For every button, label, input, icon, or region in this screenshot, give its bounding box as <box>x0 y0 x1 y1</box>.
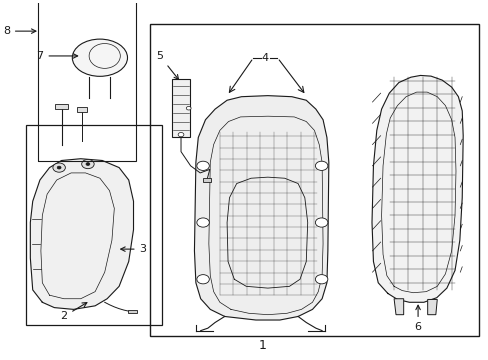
Circle shape <box>57 166 61 169</box>
Bar <box>38 0 136 161</box>
Polygon shape <box>30 159 133 309</box>
Polygon shape <box>427 300 436 315</box>
Bar <box>150 24 478 336</box>
Polygon shape <box>194 96 328 320</box>
Bar <box>172 79 190 138</box>
Bar <box>25 125 162 325</box>
Text: 1: 1 <box>259 339 266 352</box>
Text: 4: 4 <box>262 53 268 63</box>
Text: 5: 5 <box>156 51 178 80</box>
Ellipse shape <box>72 39 127 76</box>
Circle shape <box>178 132 183 137</box>
Polygon shape <box>393 299 403 315</box>
Bar <box>77 107 87 112</box>
Text: 8: 8 <box>3 26 36 36</box>
Circle shape <box>81 159 94 168</box>
Circle shape <box>197 218 209 227</box>
Circle shape <box>315 161 327 170</box>
Circle shape <box>197 275 209 284</box>
Text: 3: 3 <box>121 244 146 254</box>
Circle shape <box>315 218 327 227</box>
Text: 2: 2 <box>60 303 87 321</box>
Bar <box>128 310 137 313</box>
Bar <box>202 178 211 182</box>
Text: 7: 7 <box>36 51 78 61</box>
Text: 6: 6 <box>414 305 421 332</box>
Polygon shape <box>371 76 462 302</box>
Circle shape <box>186 107 191 110</box>
Circle shape <box>197 161 209 170</box>
Bar <box>55 104 68 109</box>
Circle shape <box>53 163 65 172</box>
Circle shape <box>86 163 90 166</box>
Circle shape <box>315 275 327 284</box>
